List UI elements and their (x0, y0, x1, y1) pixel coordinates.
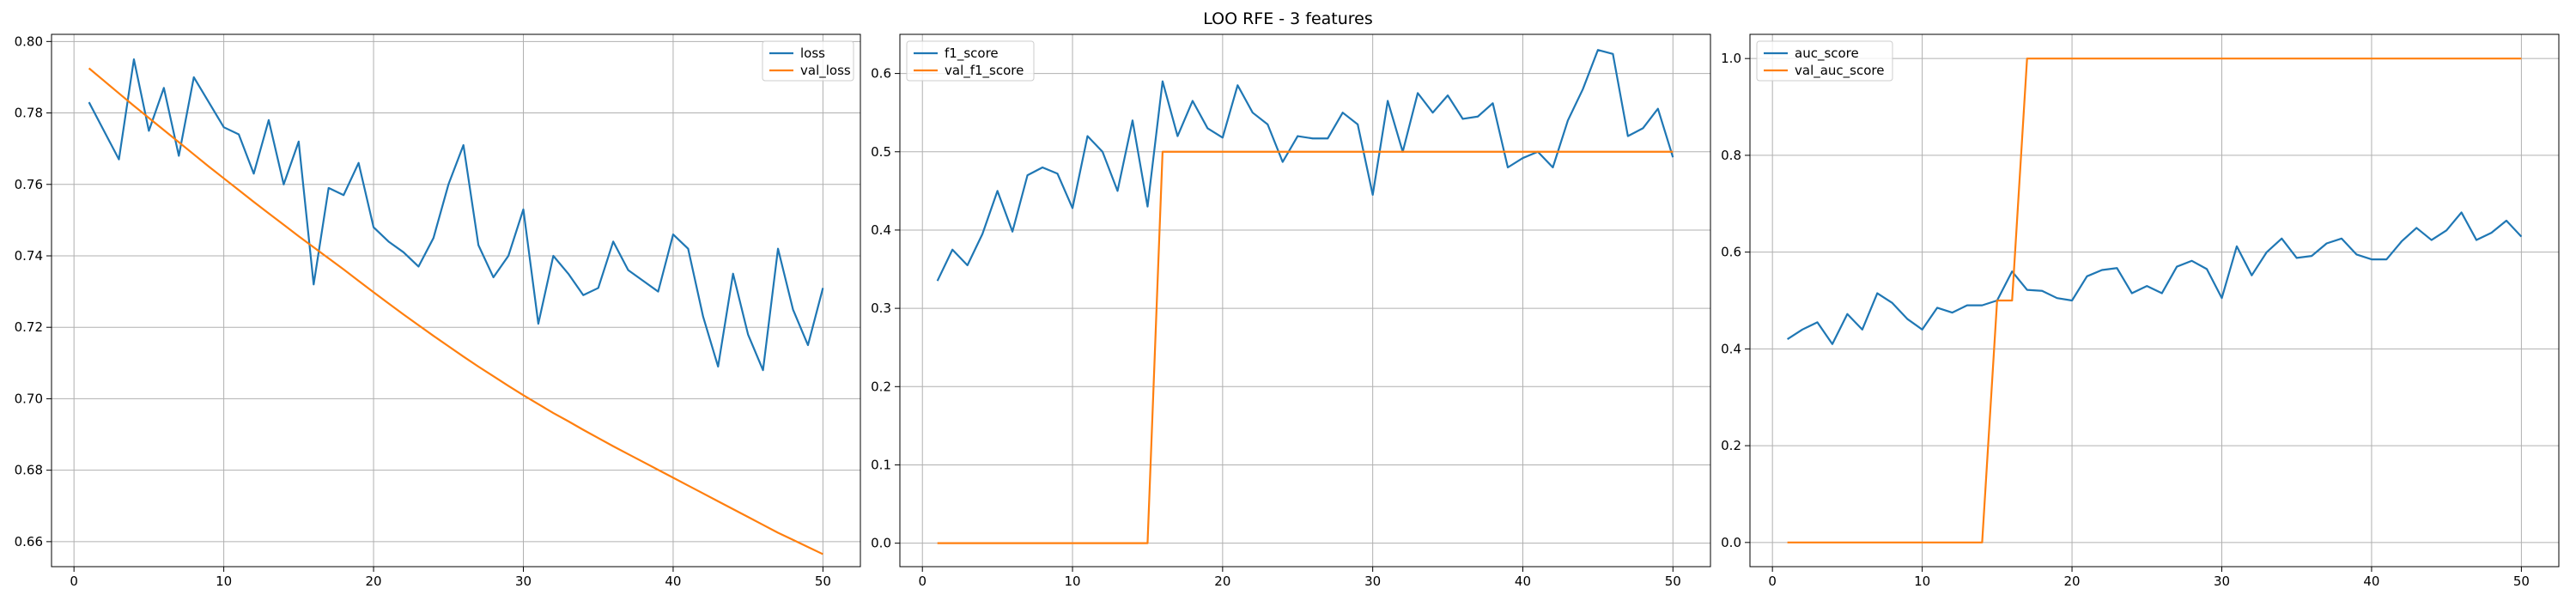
auc-score-y-tick-label: 0.6 (1721, 245, 1741, 260)
auc-score-y-tick-label: 0.4 (1721, 341, 1741, 356)
loss-y-tick-label: 0.72 (15, 319, 43, 335)
loss-x-tick-label: 10 (216, 574, 232, 589)
f1-score-subplot: 0 10 20 30 40 50 0.0 0.1 0.2 0.3 0.4 0.5 0.6 f1_score… (871, 33, 1711, 589)
f1-score-x-tick-label: 0 (918, 574, 927, 589)
loss-x-tick-label: 50 (815, 574, 831, 589)
loss-y-tick-label: 0.78 (15, 106, 43, 121)
f1-score-y-tick-label: 0.3 (871, 300, 891, 316)
f1-score-y-tick-label: 0.1 (871, 457, 891, 472)
f1-score-series-f1-score (936, 49, 1674, 282)
f1-score-x-tick-label: 40 (1515, 574, 1531, 589)
loss-x-tick-label: 30 (515, 574, 532, 589)
auc-score-x-tick-label: 50 (2513, 574, 2530, 589)
loss-legend: loss val_loss (762, 40, 854, 82)
f1-score-x-tick-label: 20 (1214, 574, 1230, 589)
loss-x-tick-label: 40 (665, 574, 681, 589)
loss-series-val-loss (88, 67, 823, 555)
auc-score-x-tick-label: 10 (1914, 574, 1930, 589)
loss-legend-label: loss (800, 46, 825, 61)
f1-score-y-tick-label: 0.5 (871, 144, 891, 160)
auc-score-subplot: 0 10 20 30 40 50 0.0 0.2 0.4 0.6 0.8 1.0 auc_scoreva… (1721, 33, 2560, 589)
loss-plot-area (52, 34, 860, 567)
f1-score-series-val-f1-score (937, 150, 1674, 544)
loss-x-tick-label: 20 (366, 574, 382, 589)
loss-y-tick-label: 0.80 (15, 33, 43, 49)
f1-score-y-tick-label: 0.6 (871, 66, 891, 82)
f1-score-x-tick-label: 30 (1364, 574, 1381, 589)
loss-axes-frame (51, 33, 861, 568)
auc-score-y-tick-label: 1.0 (1721, 51, 1741, 66)
loss-legend-label: val_loss (800, 63, 851, 79)
auc-score-x-tick-label: 0 (1768, 574, 1777, 589)
f1-score-plot-area (900, 34, 1710, 567)
f1-score-y-tick-label: 0.4 (871, 222, 891, 238)
f1-score-x-tick-label: 10 (1064, 574, 1080, 589)
auc-score-x-tick-label: 30 (2214, 574, 2230, 589)
f1-score-y-tick-label: 0.2 (871, 379, 891, 394)
f1-score-legend-label: val_f1_score (945, 63, 1024, 79)
loss-x-tick-label: 0 (70, 574, 78, 589)
f1-score-legend-label: f1_score (945, 46, 999, 62)
loss-y-tick-label: 0.68 (15, 463, 43, 478)
f1-score-y-tick-label: 0.0 (871, 536, 891, 551)
auc-score-x-tick-label: 40 (2363, 574, 2379, 589)
loss-y-tick-label: 0.70 (15, 391, 43, 406)
auc-score-y-tick-label: 0.2 (1721, 438, 1741, 453)
auc-score-y-tick-label: 0.8 (1721, 148, 1741, 163)
f1-score-legend-box (906, 40, 1035, 82)
auc-score-legend-label: val_auc_score (1795, 63, 1885, 79)
auc-score-series-val-auc-score (1787, 58, 2522, 543)
f1-score-x-tick-label: 50 (1665, 574, 1681, 589)
auc-score-y-tick-label: 0.0 (1721, 535, 1741, 550)
loss-series-loss (88, 58, 824, 372)
figure-title: LOO RFE - 3 features (1203, 9, 1373, 28)
auc-score-x-tick-label: 20 (2064, 574, 2081, 589)
auc-score-series-auc-score (1787, 211, 2523, 345)
auc-score-legend-box (1756, 40, 1893, 82)
auc-score-plot-area (1750, 34, 2559, 567)
loss-y-tick-label: 0.74 (15, 248, 43, 264)
auc-score-axes-frame (1749, 33, 2560, 568)
loss-y-tick-label: 0.76 (15, 177, 43, 192)
loss-y-tick-label: 0.66 (15, 534, 43, 549)
auc-score-legend-label: auc_score (1795, 46, 1859, 62)
f1-score-axes-frame (899, 33, 1711, 568)
loss-subplot: 0 10 20 30 40 50 0.66 0.68 0.70 0.72 0.74 0.76 0.78 0… (15, 33, 861, 589)
